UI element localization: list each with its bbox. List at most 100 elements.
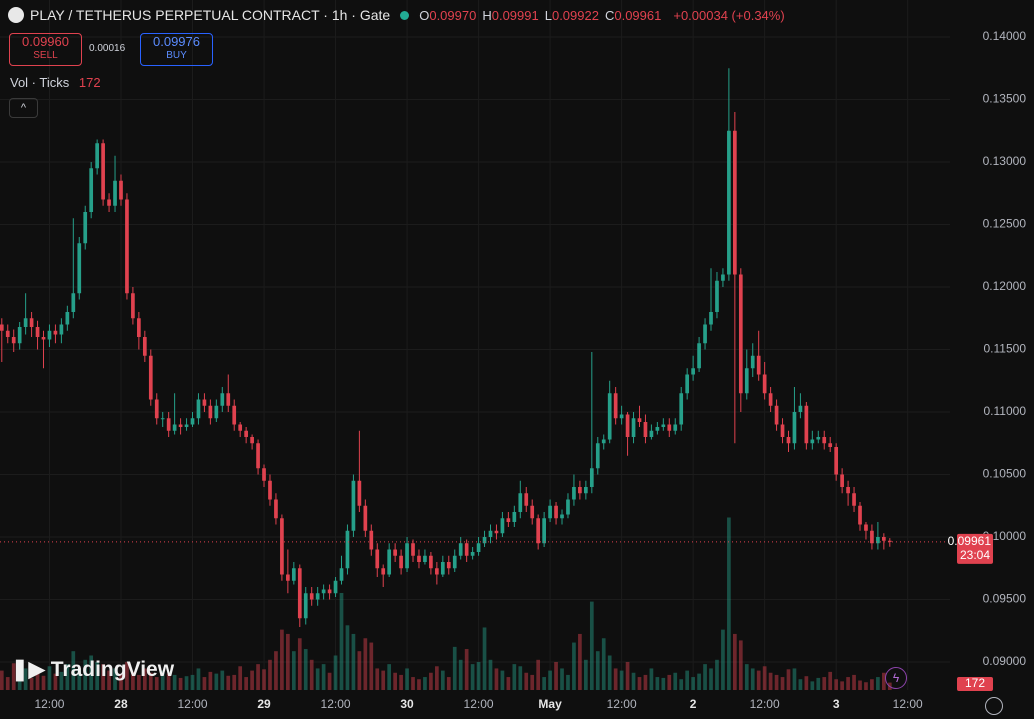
candle-body [59,324,64,335]
candle-body [113,180,117,206]
volume-bar [881,672,886,690]
volume-bar [280,629,284,690]
volume-bar [220,670,225,690]
volume-bar [738,640,743,690]
volume-bar [41,675,46,690]
candle-body [864,524,868,531]
volume-bar [506,677,511,690]
settings-icon[interactable] [985,697,1003,715]
volume-bar [435,666,439,690]
y-tick-label: 0.09500 [983,592,1027,606]
volume-bar [470,664,475,690]
candle-body [309,593,314,600]
volume-bar [709,668,713,690]
candle-body [190,418,195,425]
ohlc-key: H [482,7,492,23]
volume-bar [673,672,678,690]
volume-bar [727,517,731,690]
sell-button[interactable]: 0.09960 SELL [9,33,82,66]
candle-body [297,568,302,619]
candle-body [387,549,392,575]
candle-body [291,568,296,581]
ohlc-key: O [419,7,430,23]
ohlc-value: 0.09922 [551,7,599,23]
volume-bar [679,679,684,690]
candle-body [35,327,40,337]
candle-body [232,405,237,425]
volume-bar [566,674,570,690]
candle-body [554,505,558,519]
candle-body [29,318,34,327]
volume-bar [268,659,272,690]
volume-bar [351,633,356,690]
volume-bar [309,659,314,690]
volume-bar [661,677,666,690]
volume-bar [578,633,582,690]
candle-body [589,468,594,487]
x-tick-label: 12:00 [464,697,494,711]
volume-bar [137,674,141,690]
x-tick-label: 12:00 [34,697,64,711]
candle-body [41,337,46,340]
volume-bar [589,601,594,690]
volume-bar [804,676,809,690]
x-tick-label: 12:00 [750,697,780,711]
candle-body [816,437,821,440]
y-tick-label: 0.13000 [983,154,1027,168]
volume-bar [387,664,392,690]
collapse-button[interactable]: ^ [9,98,38,118]
candle-body [649,430,654,437]
volume-bar [23,668,28,690]
volume-bar [667,674,672,690]
x-tick-label: 12:00 [321,697,351,711]
y-tick-label: 0.09000 [983,654,1027,668]
ohlc-key: C [604,7,615,23]
candle-body [727,130,731,275]
volume-bar [148,672,153,690]
volume-bar [17,674,22,690]
candle-body [601,439,606,444]
candle-body [178,424,183,427]
candle-body [792,412,797,444]
candle-body [321,589,326,594]
candle-body [17,327,22,344]
volume-label-bg [957,677,993,691]
candle-body [494,530,499,534]
candle-body [709,312,713,325]
volume-bar [196,668,201,690]
header: PLAY / TETHERUS PERPETUAL CONTRACT · 1h … [8,7,785,23]
candle-body [47,330,52,340]
volume-bar [262,669,266,690]
buy-button[interactable]: 0.09976 BUY [140,33,213,66]
candle-body [0,324,4,331]
volume-bar [762,666,767,690]
candle-body [506,518,511,522]
candle-body [65,312,70,325]
candle-body [512,512,517,522]
candle-body [303,593,308,619]
candle-body [184,424,189,427]
volume-bar [685,670,690,690]
candle-body [518,493,523,512]
candle-body [286,574,290,581]
volume-bar [297,638,302,690]
candle-body [250,437,254,444]
volume-bar [178,677,183,690]
volume-bar [703,664,707,690]
candle-body [220,393,225,406]
volume-bar [488,659,493,690]
volume-bar [798,679,803,690]
volume-bar [512,664,517,690]
volume-bar [595,651,600,690]
candle-body [595,443,600,469]
volume-bar [101,664,105,690]
candle-body [482,537,487,544]
alert-icon[interactable]: ϟ [885,667,907,689]
candle-body [876,537,880,544]
candle-body [166,418,171,431]
candle-body [488,530,493,537]
volume-bar [756,670,761,690]
candle-body [738,274,743,394]
status-dot [400,10,410,20]
